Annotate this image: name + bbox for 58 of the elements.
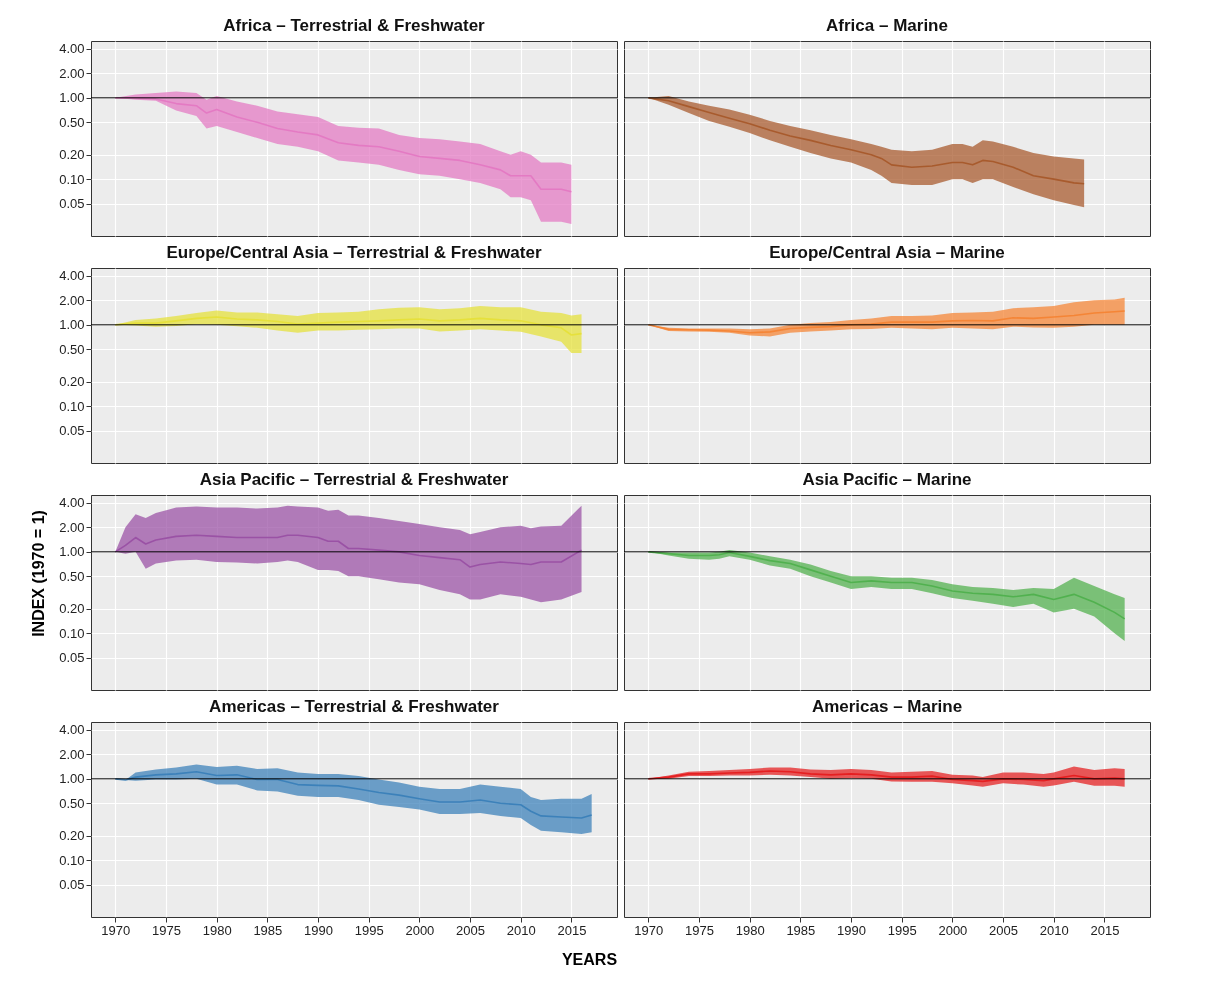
y-tick-label: 0.50 (59, 795, 85, 811)
y-tick-label: 0.05 (59, 877, 85, 893)
x-tick-label: 1995 (354, 922, 384, 938)
y-tick-label: 0.50 (59, 341, 85, 357)
y-tick-label: 2.00 (59, 292, 85, 308)
y-tick-label: 0.10 (59, 625, 85, 641)
x-tick-label: 1975 (152, 922, 181, 938)
chart-title: Africa – Terrestrial & Freshwater (223, 16, 486, 35)
y-tick-label: 1.00 (59, 317, 85, 333)
x-tick-label: 1980 (202, 922, 232, 938)
x-tick-label: 1995 (887, 922, 917, 938)
y-tick-label: 0.20 (59, 828, 85, 844)
chart-title: Europe/Central Asia – Terrestrial & Freshwater (166, 243, 542, 262)
x-tick-label: 1985 (786, 922, 816, 938)
x-tick-label: 2010 (506, 922, 536, 938)
x-tick-label: 1985 (253, 922, 283, 938)
y-tick-label: 0.20 (59, 147, 85, 163)
y-tick-label: 0.10 (59, 171, 85, 187)
y-tick-label: 1.00 (59, 90, 85, 106)
y-tick-label: 4.00 (59, 41, 85, 57)
x-tick-label: 1970 (634, 922, 664, 938)
chart-title: Asia Pacific – Terrestrial & Freshwater (199, 470, 509, 489)
y-tick-label: 1.00 (59, 771, 85, 787)
x-tick-label: 1990 (304, 922, 333, 938)
x-tick-label: 2005 (989, 922, 1019, 938)
x-tick-label: 1980 (735, 922, 765, 938)
chart-title: Americas – Terrestrial & Freshwater (209, 697, 500, 716)
y-tick-label: 2.00 (59, 519, 85, 535)
y-tick-label: 0.05 (59, 196, 85, 212)
y-tick-label: 4.00 (59, 722, 85, 738)
x-tick-label: 1975 (685, 922, 714, 938)
y-tick-label: 2.00 (59, 746, 85, 762)
y-tick-label: 2.00 (59, 65, 85, 81)
y-tick-label: 1.00 (59, 544, 85, 560)
x-tick-label: 2005 (456, 922, 486, 938)
y-tick-label: 0.20 (59, 601, 85, 617)
y-tick-label: 0.05 (59, 423, 85, 439)
chart-title: Europe/Central Asia – Marine (769, 243, 1005, 262)
chart-title: Africa – Marine (826, 16, 948, 35)
x-tick-label: 2000 (405, 922, 435, 938)
y-tick-label: 0.10 (59, 852, 85, 868)
y-tick-label: 0.05 (59, 650, 85, 666)
x-tick-label: 1990 (837, 922, 866, 938)
y-tick-label: 0.20 (59, 374, 85, 390)
y-tick-label: 0.10 (59, 398, 85, 414)
x-tick-label: 2000 (938, 922, 968, 938)
chart-title: Americas – Marine (811, 697, 963, 716)
x-axis-title: YEARS (561, 950, 618, 968)
x-tick-label: 2015 (1090, 922, 1120, 938)
y-tick-label: 0.50 (59, 568, 85, 584)
y-tick-label: 4.00 (59, 495, 85, 511)
y-tick-label: 4.00 (59, 268, 85, 284)
x-tick-label: 2015 (557, 922, 587, 938)
x-tick-label: 1970 (101, 922, 131, 938)
y-tick-label: 0.50 (59, 114, 85, 130)
y-axis-title: INDEX (1970 = 1) (30, 510, 48, 637)
chart-title: Asia Pacific – Marine (802, 470, 972, 489)
x-tick-label: 2010 (1039, 922, 1069, 938)
